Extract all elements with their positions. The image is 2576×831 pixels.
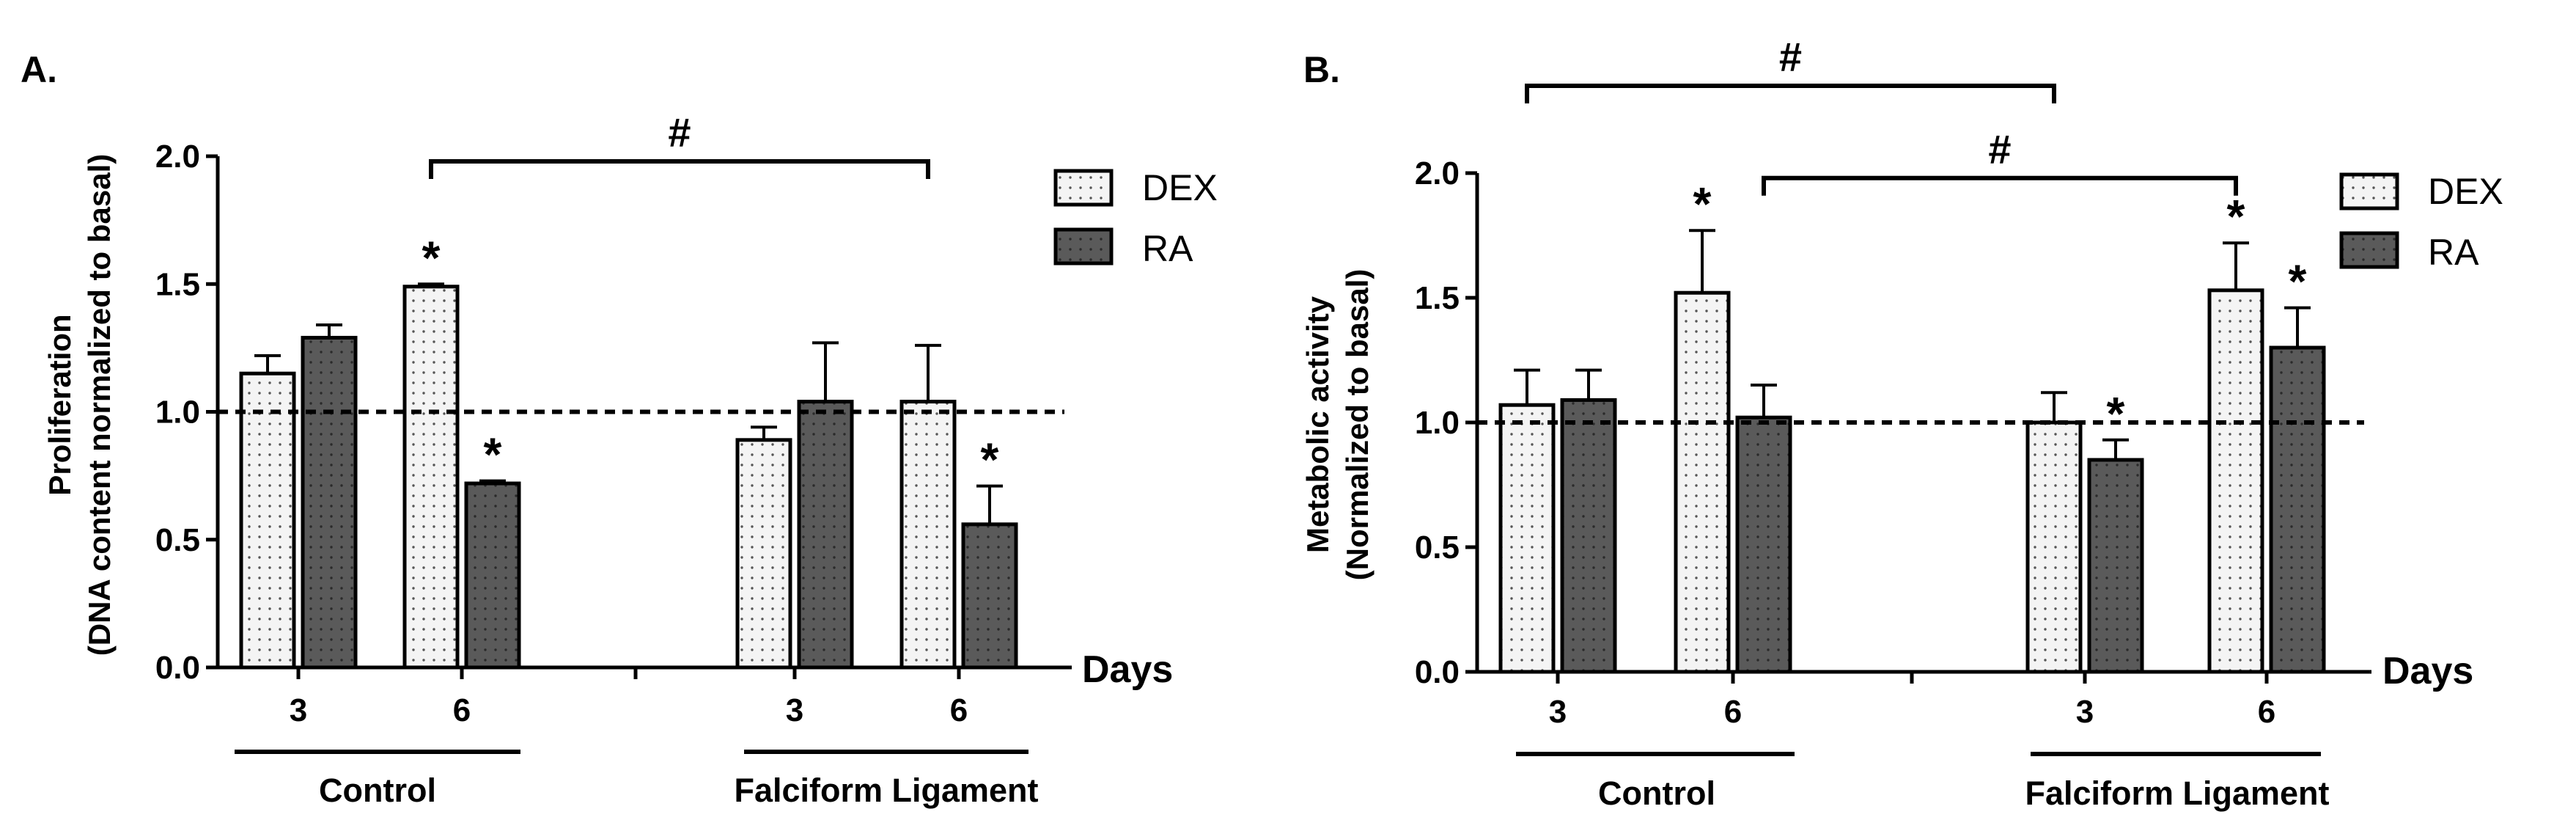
legend-label-ra: RA	[2428, 232, 2479, 273]
panel-a-xlabel: Days	[1082, 648, 1173, 691]
y-tick-label: 2.0	[1415, 155, 1460, 191]
panel-a-ylabel-line1: Proliferation	[43, 314, 77, 495]
bar-ra-control-day3	[301, 335, 358, 670]
x-tick-label: 3	[2076, 694, 2094, 730]
significance-star: *	[2227, 190, 2245, 243]
panel-b-label: B.	[1303, 49, 1340, 90]
x-tick-label: 6	[2258, 694, 2275, 730]
panel-b-legend: DEX RA	[2339, 171, 2503, 273]
x-tick-label: 6	[950, 692, 968, 728]
significance-star: *	[2289, 255, 2307, 308]
x-tick-label: 6	[1724, 694, 1742, 730]
bar-dex-falciform-ligament-day6	[2207, 288, 2264, 674]
significance-star: *	[422, 231, 441, 284]
y-tick-label: 2.0	[155, 139, 200, 175]
significance-star: *	[2107, 387, 2125, 440]
y-tick-label: 1.5	[1415, 280, 1460, 316]
x-tick-label: 3	[786, 692, 803, 728]
legend-swatch-ra	[2339, 231, 2399, 269]
panel-a-ylabel-line2: (DNA content normalized to basal)	[82, 154, 117, 656]
panel-b-plot: 0.0 0.5 1.0 1.5 2.0 3 6 3 6 * * * * # #	[1415, 34, 2371, 756]
hash-symbol: #	[668, 109, 691, 155]
panel-a-plot: 0.0 0.5 1.0 1.5 2.0 3 6 3 6 * * * #	[155, 109, 1072, 754]
x-tick-label: 3	[1549, 694, 1567, 730]
panel-b: B. Metabolic activity (Normalized to bas…	[1300, 34, 2503, 812]
panel-b-ylabel-line2: (Normalized to basal)	[1340, 269, 1375, 581]
legend-label-dex: DEX	[1142, 167, 1218, 208]
y-tick-label: 0.5	[155, 522, 200, 558]
panel-a-group-label-falciform: Falciform Ligament	[734, 772, 1038, 809]
y-tick-label: 1.0	[1415, 405, 1460, 441]
y-tick-label: 0.5	[1415, 530, 1460, 565]
bar-dex-control-day3	[239, 371, 296, 670]
bar-dex-falciform-ligament-day3	[735, 438, 792, 670]
bar-ra-falciform-ligament-day3	[2087, 458, 2144, 674]
hash-bracket	[429, 158, 930, 179]
hash-bracket	[1525, 84, 2056, 103]
hash-bracket	[1762, 175, 2238, 196]
panel-b-xlabel: Days	[2382, 650, 2473, 692]
panel-b-ylabel-line1: Metabolic activity	[1300, 296, 1335, 553]
bar-ra-control-day6	[1735, 415, 1792, 674]
panel-a-group-label-control: Control	[319, 772, 436, 809]
y-tick-label: 0.0	[1415, 654, 1460, 690]
panel-b-group-label-control: Control	[1598, 775, 1715, 812]
legend-label-dex: DEX	[2428, 171, 2503, 212]
hash-symbol: #	[1779, 34, 1802, 80]
bar-ra-control-day6	[464, 481, 521, 670]
y-tick-label: 0.0	[155, 650, 200, 686]
bar-ra-falciform-ligament-day6	[961, 522, 1018, 670]
bar-ra-falciform-ligament-day6	[2269, 345, 2326, 674]
y-tick-label: 1.0	[155, 395, 200, 431]
bar-dex-control-day6	[1674, 290, 1731, 674]
significance-star: *	[981, 433, 999, 486]
bar-ra-control-day3	[1560, 398, 1617, 674]
legend-swatch-dex	[1053, 169, 1114, 207]
panel-a: A. Proliferation (DNA content normalized…	[21, 49, 1218, 809]
hash-symbol: #	[1988, 126, 2011, 172]
legend-swatch-ra	[1053, 227, 1114, 266]
significance-star: *	[1693, 177, 1712, 230]
legend-label-ra: RA	[1142, 228, 1193, 269]
significance-star: *	[484, 428, 502, 481]
panel-a-legend: DEX RA	[1053, 167, 1218, 269]
panel-a-label: A.	[21, 49, 57, 90]
y-tick-label: 1.5	[155, 266, 200, 302]
bar-dex-falciform-ligament-day6	[899, 400, 957, 670]
bar-dex-control-day3	[1498, 403, 1556, 674]
bar-dex-falciform-ligament-day3	[2025, 420, 2083, 674]
x-tick-label: 3	[290, 692, 307, 728]
x-tick-label: 6	[453, 692, 471, 728]
bar-ra-falciform-ligament-day3	[797, 400, 854, 670]
panel-b-group-label-falciform: Falciform Ligament	[2025, 775, 2329, 812]
legend-swatch-dex	[2339, 172, 2399, 211]
bar-dex-control-day6	[402, 285, 460, 670]
